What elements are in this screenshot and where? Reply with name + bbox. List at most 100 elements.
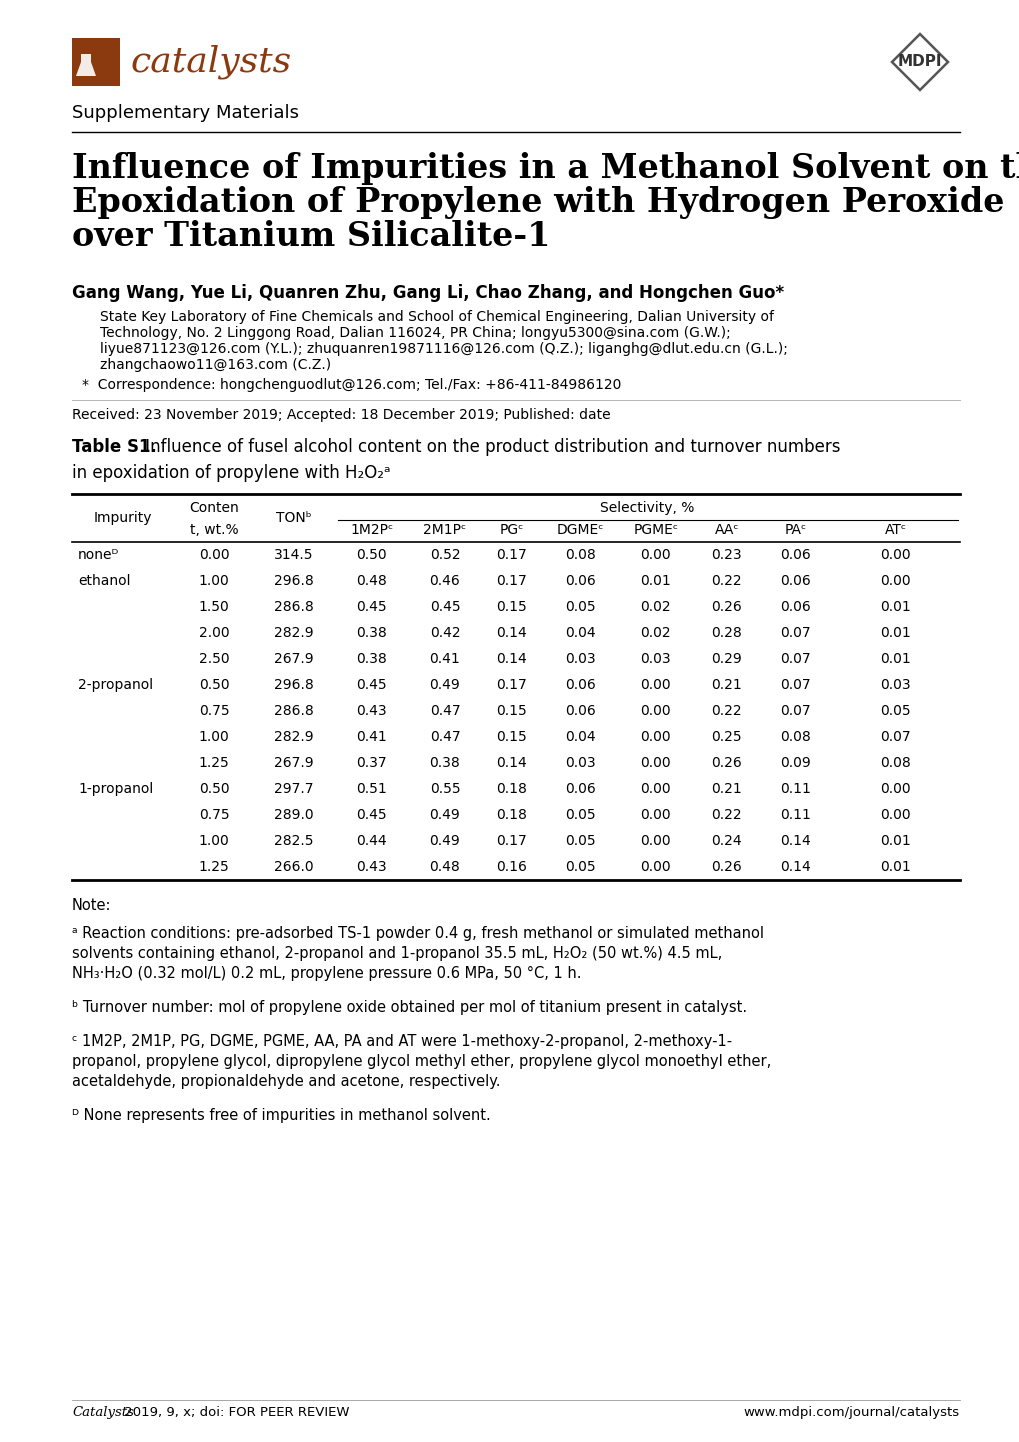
- Text: 0.07: 0.07: [780, 626, 810, 640]
- Text: 0.06: 0.06: [780, 574, 810, 588]
- Text: 0.15: 0.15: [495, 704, 527, 718]
- Text: 0.06: 0.06: [780, 600, 810, 614]
- Text: State Key Laboratory of Fine Chemicals and School of Chemical Engineering, Dalia: State Key Laboratory of Fine Chemicals a…: [100, 310, 773, 324]
- Text: TONᵇ: TONᵇ: [276, 510, 312, 525]
- Text: 0.50: 0.50: [356, 548, 386, 562]
- Text: 0.09: 0.09: [780, 756, 810, 770]
- Text: 0.01: 0.01: [879, 833, 910, 848]
- Text: 0.00: 0.00: [640, 730, 671, 744]
- Text: 2019, 9, x; doi: FOR PEER REVIEW: 2019, 9, x; doi: FOR PEER REVIEW: [120, 1406, 350, 1419]
- Text: 0.44: 0.44: [356, 833, 386, 848]
- Text: 0.14: 0.14: [495, 626, 527, 640]
- Text: Catalysts: Catalysts: [72, 1406, 133, 1419]
- Polygon shape: [76, 53, 96, 76]
- Text: 0.06: 0.06: [565, 782, 595, 796]
- Text: ethanol: ethanol: [77, 574, 130, 588]
- Text: AAᶜ: AAᶜ: [714, 523, 739, 536]
- Text: in epoxidation of propylene with H₂O₂ᵃ: in epoxidation of propylene with H₂O₂ᵃ: [72, 464, 390, 482]
- Text: 0.00: 0.00: [640, 704, 671, 718]
- Text: 0.00: 0.00: [640, 782, 671, 796]
- Text: 0.06: 0.06: [565, 704, 595, 718]
- Text: 0.17: 0.17: [495, 574, 527, 588]
- Text: 0.05: 0.05: [565, 808, 595, 822]
- Text: 2.50: 2.50: [199, 652, 229, 666]
- Text: 0.38: 0.38: [356, 626, 386, 640]
- Text: PGᶜ: PGᶜ: [499, 523, 523, 536]
- Text: ATᶜ: ATᶜ: [883, 523, 906, 536]
- Text: 0.38: 0.38: [429, 756, 460, 770]
- Text: 1M2Pᶜ: 1M2Pᶜ: [350, 523, 393, 536]
- Text: Influence of fusel alcohol content on the product distribution and turnover numb: Influence of fusel alcohol content on th…: [140, 438, 840, 456]
- Text: 1.50: 1.50: [199, 600, 229, 614]
- Text: 0.00: 0.00: [640, 678, 671, 692]
- Text: 0.00: 0.00: [640, 859, 671, 874]
- Text: 0.41: 0.41: [356, 730, 386, 744]
- Text: 2-propanol: 2-propanol: [77, 678, 153, 692]
- Text: 0.45: 0.45: [356, 678, 386, 692]
- Text: 0.04: 0.04: [565, 730, 595, 744]
- Text: Influence of Impurities in a Methanol Solvent on the: Influence of Impurities in a Methanol So…: [72, 151, 1019, 185]
- Text: 267.9: 267.9: [274, 756, 314, 770]
- Text: 0.06: 0.06: [565, 678, 595, 692]
- Text: solvents containing ethanol, 2-propanol and 1-propanol 35.5 mL, H₂O₂ (50 wt.%) 4: solvents containing ethanol, 2-propanol …: [72, 946, 721, 960]
- Text: 0.75: 0.75: [199, 808, 229, 822]
- Text: Impurity: Impurity: [94, 510, 152, 525]
- Text: 0.55: 0.55: [429, 782, 460, 796]
- Text: 0.07: 0.07: [879, 730, 910, 744]
- Text: *  Correspondence: hongchenguodlut@126.com; Tel./Fax: +86-411-84986120: * Correspondence: hongchenguodlut@126.co…: [82, 378, 621, 392]
- Text: 0.50: 0.50: [199, 678, 229, 692]
- Text: 0.07: 0.07: [780, 652, 810, 666]
- Text: 0.15: 0.15: [495, 730, 527, 744]
- Text: 0.05: 0.05: [565, 833, 595, 848]
- Text: Conten: Conten: [189, 500, 238, 515]
- Text: 0.02: 0.02: [640, 626, 671, 640]
- Text: 0.14: 0.14: [495, 756, 527, 770]
- Text: 286.8: 286.8: [274, 704, 314, 718]
- Text: 0.00: 0.00: [199, 548, 229, 562]
- Text: 0.51: 0.51: [356, 782, 386, 796]
- Text: 282.9: 282.9: [274, 626, 314, 640]
- Text: 2.00: 2.00: [199, 626, 229, 640]
- Text: over Titanium Silicalite-1: over Titanium Silicalite-1: [72, 221, 550, 252]
- Text: 0.46: 0.46: [429, 574, 460, 588]
- Text: 0.37: 0.37: [356, 756, 386, 770]
- Text: 0.06: 0.06: [565, 574, 595, 588]
- Text: 0.42: 0.42: [429, 626, 460, 640]
- Text: 0.18: 0.18: [495, 808, 527, 822]
- Text: 0.11: 0.11: [780, 782, 810, 796]
- Text: 0.29: 0.29: [711, 652, 742, 666]
- Text: 0.01: 0.01: [879, 600, 910, 614]
- Text: 0.28: 0.28: [711, 626, 742, 640]
- Text: 0.05: 0.05: [879, 704, 910, 718]
- Text: 0.00: 0.00: [640, 833, 671, 848]
- Text: 0.07: 0.07: [780, 704, 810, 718]
- Text: Gang Wang, Yue Li, Quanren Zhu, Gang Li, Chao Zhang, and Hongchen Guo*: Gang Wang, Yue Li, Quanren Zhu, Gang Li,…: [72, 284, 784, 301]
- Text: 0.08: 0.08: [565, 548, 595, 562]
- Text: 0.00: 0.00: [879, 548, 910, 562]
- Text: 0.14: 0.14: [780, 833, 810, 848]
- Text: 282.9: 282.9: [274, 730, 314, 744]
- Text: 0.25: 0.25: [711, 730, 742, 744]
- Text: ᵃ Reaction conditions: pre-adsorbed TS-1 powder 0.4 g, fresh methanol or simulat: ᵃ Reaction conditions: pre-adsorbed TS-1…: [72, 926, 763, 942]
- Text: 0.24: 0.24: [711, 833, 742, 848]
- Text: 0.03: 0.03: [640, 652, 671, 666]
- Text: 0.43: 0.43: [356, 704, 386, 718]
- Text: 0.52: 0.52: [429, 548, 460, 562]
- Text: 0.04: 0.04: [565, 626, 595, 640]
- Text: zhangchaowo11@163.com (C.Z.): zhangchaowo11@163.com (C.Z.): [100, 358, 331, 372]
- Text: 0.00: 0.00: [879, 574, 910, 588]
- Text: 0.00: 0.00: [879, 782, 910, 796]
- Text: 1.25: 1.25: [199, 859, 229, 874]
- Text: 286.8: 286.8: [274, 600, 314, 614]
- Text: 0.18: 0.18: [495, 782, 527, 796]
- Text: liyue871123@126.com (Y.L.); zhuquanren19871116@126.com (Q.Z.); liganghg@dlut.edu: liyue871123@126.com (Y.L.); zhuquanren19…: [100, 342, 787, 356]
- Text: 0.03: 0.03: [565, 652, 595, 666]
- Text: 1.00: 1.00: [199, 574, 229, 588]
- Text: 0.01: 0.01: [640, 574, 671, 588]
- Text: ᶜ 1M2P, 2M1P, PG, DGME, PGME, AA, PA and AT were 1-methoxy-2-propanol, 2-methoxy: ᶜ 1M2P, 2M1P, PG, DGME, PGME, AA, PA and…: [72, 1034, 732, 1048]
- Text: 0.22: 0.22: [711, 574, 742, 588]
- Text: 0.26: 0.26: [711, 859, 742, 874]
- Text: 0.23: 0.23: [711, 548, 742, 562]
- Text: noneᴰ: noneᴰ: [77, 548, 119, 562]
- Text: 0.49: 0.49: [429, 808, 460, 822]
